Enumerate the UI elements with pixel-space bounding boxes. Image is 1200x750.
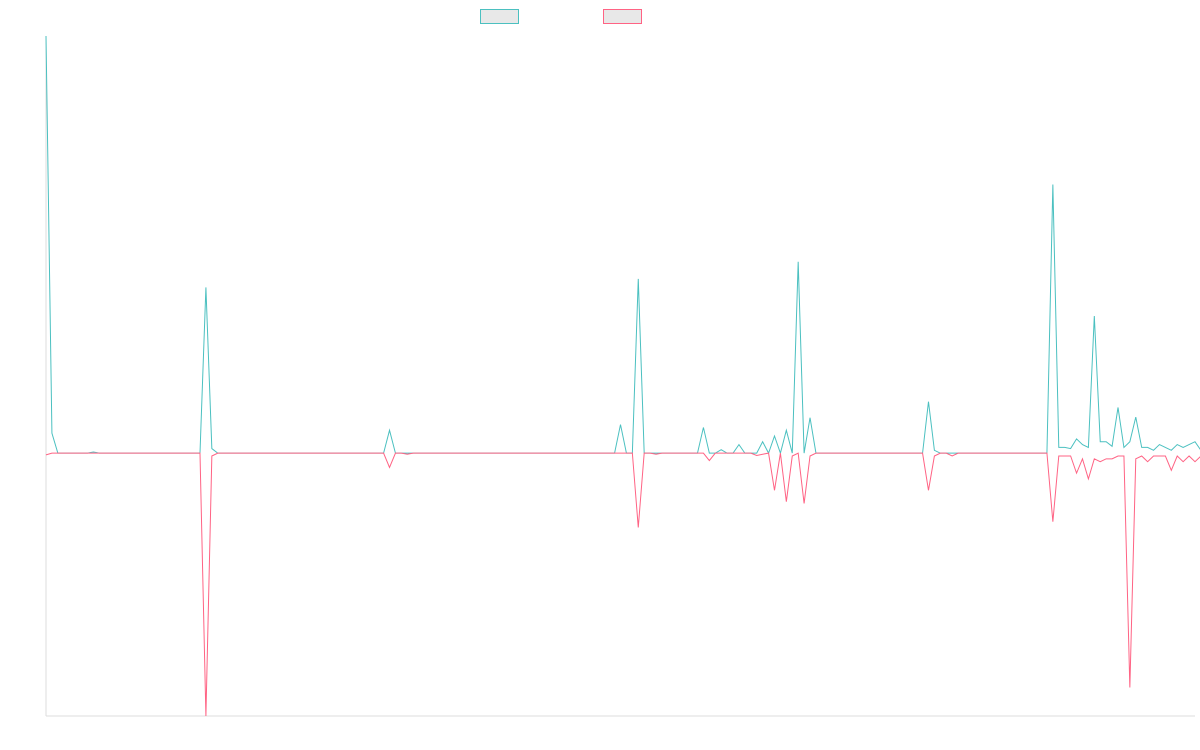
- series-layer: [45, 35, 1200, 717]
- series-line-series-a: [45, 35, 1200, 455]
- legend-swatch-series-b: [603, 9, 642, 24]
- legend-item-series-a[interactable]: [480, 9, 519, 24]
- legend: [480, 9, 642, 24]
- legend-item-series-b[interactable]: [603, 9, 642, 24]
- axis-layer: [45, 36, 1195, 717]
- legend-swatch-series-a: [480, 9, 519, 24]
- series-line-series-b: [45, 452, 1200, 717]
